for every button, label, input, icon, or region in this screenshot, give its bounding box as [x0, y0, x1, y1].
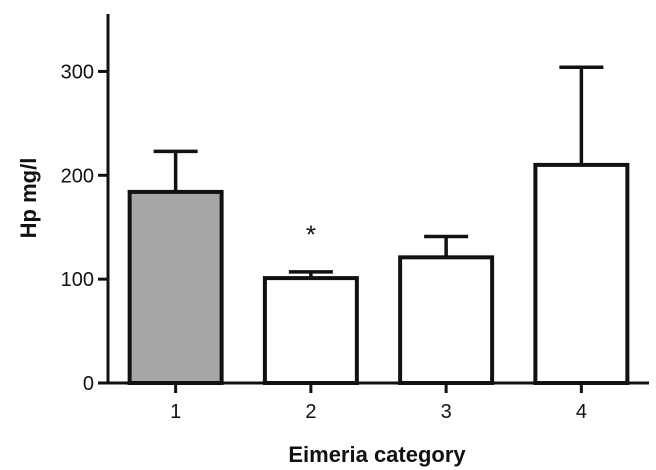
y-tick-label: 0 [83, 373, 94, 395]
bar [127, 189, 224, 385]
bar [533, 162, 630, 385]
error-bars [153, 65, 604, 279]
x-tick-label: 4 [576, 401, 587, 423]
y-tick-label: 200 [61, 165, 94, 187]
significance-marker: * [306, 219, 316, 249]
x-tick-label: 1 [170, 401, 181, 423]
x-ticks: 1 2 3 4 [170, 383, 587, 423]
y-tick-label: 300 [61, 61, 94, 83]
y-axis-title: Hp mg/l [16, 158, 41, 239]
bars [127, 162, 630, 385]
bar [262, 276, 359, 385]
x-axis-title: Eimeria category [288, 442, 466, 467]
x-tick-label: 3 [441, 401, 452, 423]
annotations: * [306, 219, 316, 249]
bar [398, 255, 495, 385]
x-tick-label: 2 [305, 401, 316, 423]
y-ticks: 0 100 200 300 [61, 61, 108, 395]
y-tick-label: 100 [61, 269, 94, 291]
